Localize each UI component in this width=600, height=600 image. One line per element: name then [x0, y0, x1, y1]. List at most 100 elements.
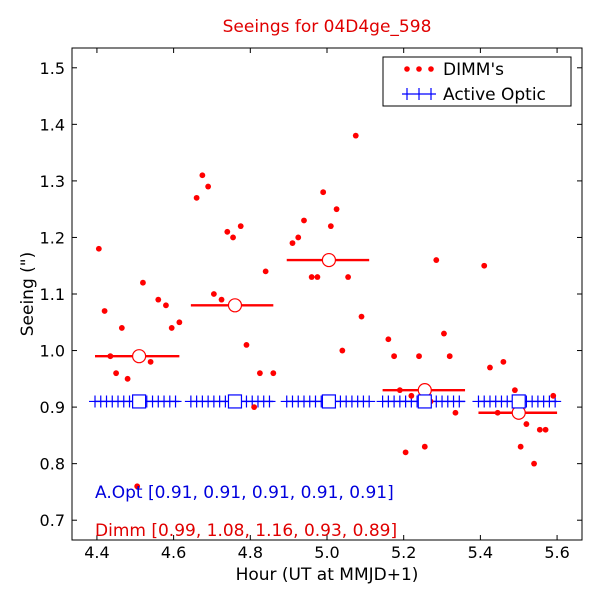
dimm-point — [95, 245, 102, 252]
dimm-point — [199, 172, 206, 179]
active-optic-point — [453, 395, 466, 408]
legend-active-optic-marker — [402, 88, 436, 100]
dimm-point — [494, 409, 501, 416]
x-tick-label: 5.4 — [468, 543, 493, 562]
dimm-point — [113, 370, 119, 377]
annotation-dimm: Dimm [0.99, 1.08, 1.16, 0.93, 0.89] — [95, 521, 397, 541]
dimm-point — [155, 296, 162, 303]
dimm-point — [295, 234, 302, 241]
dimm-point — [487, 364, 493, 371]
dimm-point — [452, 409, 459, 416]
active-optic-bin-mean-marker — [511, 394, 526, 409]
dimm-point — [314, 274, 321, 280]
legend-active-optic-label: Active Optic — [443, 85, 546, 105]
x-tick-label: 4.4 — [84, 543, 109, 562]
dimm-point — [289, 240, 296, 247]
x-tick-label: 5.0 — [314, 543, 339, 562]
dimm-point — [262, 268, 269, 275]
dimm-point — [237, 223, 244, 230]
active-optic-bin-mean-marker — [321, 394, 337, 409]
dimm-point — [251, 404, 258, 411]
dimm-point — [333, 206, 340, 213]
dimm-point — [301, 217, 307, 224]
x-tick-label: 4.8 — [238, 543, 263, 562]
annotation-active-optic: A.Opt [0.91, 0.91, 0.91, 0.91, 0.91] — [95, 483, 394, 503]
y-tick-label: 1.0 — [40, 342, 65, 361]
dimm-point — [408, 392, 415, 399]
y-tick-label: 1.1 — [40, 285, 65, 304]
dimm-point — [320, 189, 327, 196]
dimm-point — [391, 353, 398, 360]
dimm-point — [205, 183, 212, 190]
y-tick-label: 1.3 — [40, 172, 65, 191]
dimm-point — [256, 370, 263, 377]
active-optic-bin-mean-marker — [417, 394, 432, 409]
y-tick-label: 1.5 — [40, 59, 65, 78]
dimm-point — [163, 302, 169, 309]
dimm-point — [230, 234, 236, 241]
axis-ticks: 4.4 4.6 4.8 5.0 5.2 5.4 5.6 0.7 0.8 0.9 1.0 1.1 1.2 1… — [40, 48, 582, 562]
dimm-point — [416, 353, 422, 360]
y-tick-label: 1.4 — [40, 115, 65, 134]
y-tick-label: 1.2 — [40, 228, 65, 247]
dimm-point — [107, 353, 114, 360]
dimm-point — [421, 443, 428, 450]
dimm-point — [385, 336, 392, 343]
chart-title: Seeings for 04D4ge_598 — [223, 17, 432, 37]
dimm-point — [218, 296, 225, 303]
dimm-point — [345, 274, 351, 280]
dimm-point — [270, 370, 277, 377]
dimm-point — [433, 257, 440, 263]
dimm-point — [441, 330, 447, 337]
dimm-point — [446, 353, 453, 360]
dimm-point — [358, 313, 365, 320]
dimm-point — [352, 132, 359, 139]
active-optic-point — [169, 395, 182, 408]
plot-marks — [89, 132, 562, 490]
active-optic-bin-mean-marker — [227, 394, 243, 409]
dimm-point — [224, 228, 231, 235]
dimm-point — [517, 443, 524, 450]
dimm-point — [210, 291, 217, 297]
dimm-point — [101, 308, 108, 314]
legend: DIMM's Active Optic — [382, 56, 572, 107]
dimm-point — [118, 325, 125, 331]
dimm-point — [140, 279, 146, 286]
dimm-point — [481, 262, 488, 269]
dimm-point — [327, 223, 334, 230]
dimm-point — [124, 375, 131, 382]
dimm-point — [147, 358, 154, 365]
y-tick-label: 0.8 — [40, 455, 65, 474]
dimm-point — [500, 358, 507, 365]
dimm-point — [396, 387, 403, 394]
active-optic-point — [363, 395, 376, 408]
y-tick-label: 0.9 — [40, 398, 65, 417]
dimm-point — [523, 421, 530, 427]
dimm-point — [536, 426, 543, 433]
dimm-bin-mean-marker — [132, 349, 147, 364]
plot-frame — [71, 47, 583, 541]
active-optic-point — [263, 395, 276, 408]
x-tick-label: 5.2 — [391, 543, 416, 562]
dimm-point — [134, 483, 141, 490]
dimm-point — [511, 387, 518, 394]
x-axis-label: Hour (UT at MMJD+1) — [236, 565, 419, 585]
dimm-bin-mean-marker — [321, 252, 337, 268]
legend-frame — [382, 56, 572, 107]
legend-dimm-marker — [404, 66, 434, 72]
dimm-point — [339, 347, 346, 354]
y-tick-label: 0.7 — [40, 511, 65, 530]
dimm-point — [168, 325, 175, 331]
x-tick-label: 5.6 — [544, 543, 569, 562]
dimm-point — [402, 449, 409, 456]
dimm-point — [243, 341, 250, 348]
x-tick-label: 4.6 — [161, 543, 186, 562]
active-optic-bin-mean-marker — [132, 394, 147, 409]
dimm-point — [542, 426, 549, 433]
dimm-point — [176, 319, 183, 326]
legend-dimm-label: DIMM's — [443, 60, 504, 80]
dimm-point — [531, 460, 537, 467]
y-axis-label: Seeing (") — [18, 252, 38, 337]
dimm-bin-mean-marker — [227, 298, 243, 313]
